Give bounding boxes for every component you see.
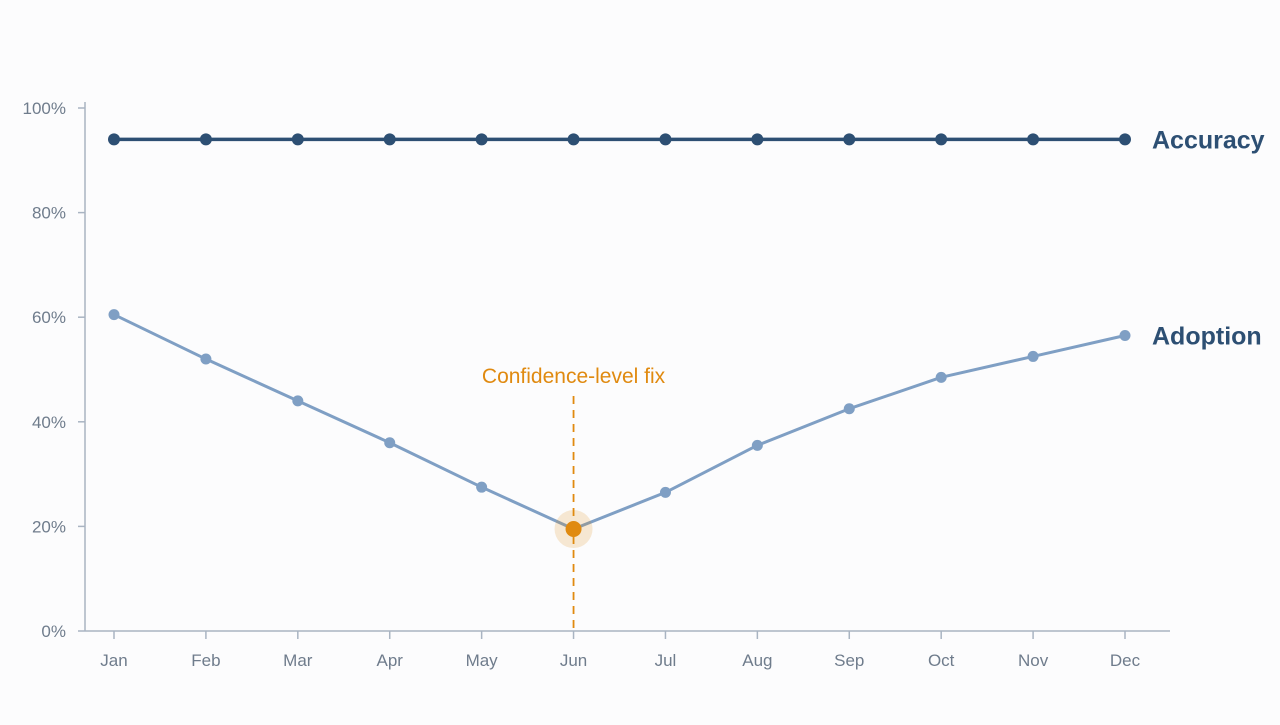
y-tick-label: 0% <box>41 622 66 641</box>
data-point-accuracy <box>567 133 580 146</box>
data-point-adoption <box>751 439 763 451</box>
y-tick-label: 40% <box>32 413 66 432</box>
data-point-adoption <box>200 353 212 365</box>
data-point-adoption <box>108 309 120 321</box>
annotation-label: Confidence-level fix <box>482 365 666 388</box>
y-tick-label: 100% <box>23 99 66 118</box>
data-point-accuracy <box>108 133 120 146</box>
data-point-adoption <box>935 371 947 383</box>
y-tick-label: 80% <box>32 204 66 223</box>
series-label-adoption: Adoption <box>1152 323 1262 351</box>
data-point-adoption <box>659 486 671 498</box>
data-point-accuracy <box>1027 133 1040 146</box>
data-point-accuracy <box>659 133 672 146</box>
data-point-accuracy <box>199 133 212 146</box>
series-line-adoption <box>112 313 1127 531</box>
x-tick-label: Feb <box>191 651 220 670</box>
x-tick-label: May <box>466 651 499 670</box>
x-tick-label: Aug <box>742 651 772 670</box>
data-point-accuracy <box>475 133 488 146</box>
data-point-adoption <box>843 403 855 415</box>
data-point-adoption <box>384 437 396 449</box>
x-tick-label: Oct <box>928 651 955 670</box>
data-point-adoption <box>1119 330 1131 342</box>
data-point-accuracy <box>1119 133 1131 146</box>
data-point-adoption <box>1027 350 1039 362</box>
x-tick-label: Apr <box>376 651 403 670</box>
data-point-adoption <box>476 481 488 493</box>
data-point-accuracy <box>291 133 304 146</box>
series-label-accuracy: Accuracy <box>1152 126 1265 154</box>
x-tick-label: Jan <box>100 651 127 670</box>
data-point-accuracy <box>843 133 856 146</box>
x-tick-label: Sep <box>834 651 864 670</box>
data-point-adoption <box>292 395 304 407</box>
data-point-accuracy <box>935 133 948 146</box>
x-tick-label: Dec <box>1110 651 1141 670</box>
x-tick-label: Nov <box>1018 651 1049 670</box>
x-tick-label: Jun <box>560 651 587 670</box>
data-point-accuracy <box>751 133 764 146</box>
x-tick-label: Jul <box>655 651 677 670</box>
y-tick-label: 60% <box>32 308 66 327</box>
x-tick-label: Mar <box>283 651 313 670</box>
y-tick-label: 20% <box>32 517 66 536</box>
annotation-point <box>565 521 582 538</box>
data-point-accuracy <box>383 133 396 146</box>
